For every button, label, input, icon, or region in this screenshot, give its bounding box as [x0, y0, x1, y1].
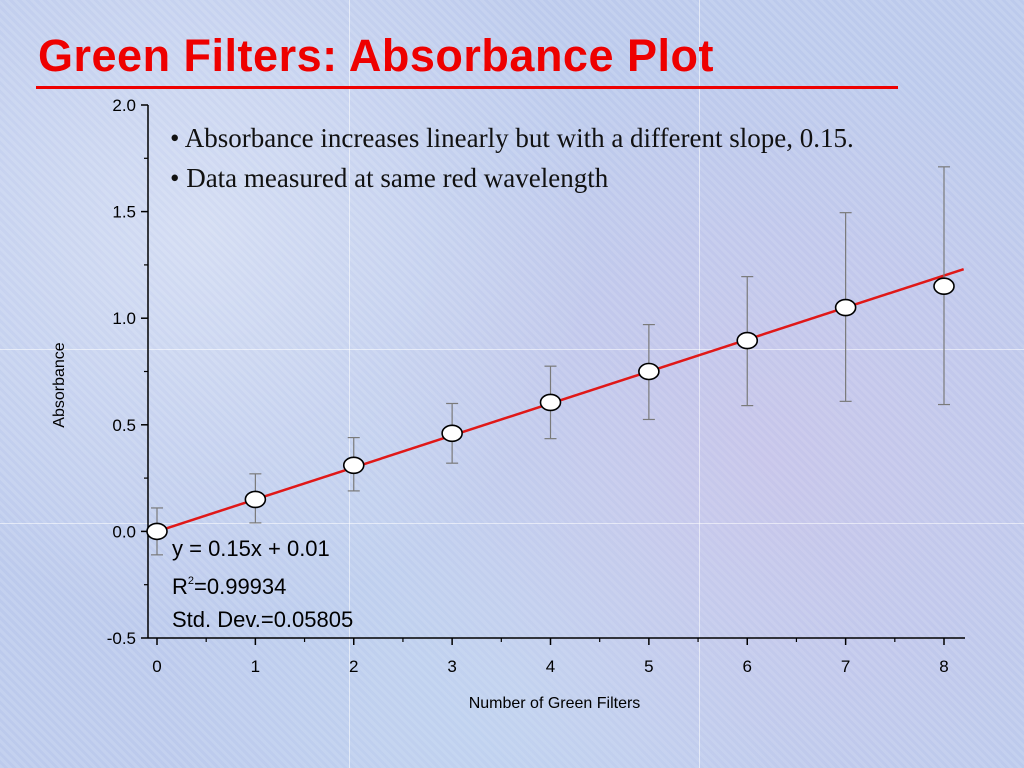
background-grid-line: [349, 0, 350, 768]
x-axis-title: Number of Green Filters: [469, 695, 641, 712]
data-point: [539, 393, 562, 412]
x-tick-label: 4: [546, 657, 555, 676]
data-point: [441, 424, 463, 443]
y-tick-label: 1.5: [112, 203, 136, 222]
background-grid-line: [0, 523, 1024, 524]
fit-statistics-box: y = 0.15x + 0.01 R2=0.99934 Std. Dev.=0.…: [172, 532, 353, 636]
y-tick-label: 0.0: [112, 522, 136, 541]
background-grid-line: [699, 0, 700, 768]
bullet-text: Data measured at same red wavelength: [186, 163, 609, 193]
r-squared-value: =0.99934: [194, 574, 287, 599]
x-tick-label: 2: [349, 657, 358, 676]
data-point: [638, 362, 660, 381]
r-squared-label: R: [172, 574, 188, 599]
bullet-list: • Absorbance increases linearly but with…: [170, 118, 870, 198]
bullet-symbol: •: [170, 163, 180, 193]
x-tick-label: 7: [841, 657, 850, 676]
x-tick-label: 0: [152, 657, 161, 676]
data-point: [146, 522, 168, 541]
y-tick-label: 0.5: [112, 416, 136, 435]
x-tick-label: 8: [939, 657, 948, 676]
y-axis-title: Absorbance: [51, 342, 68, 427]
fit-equation: y = 0.15x + 0.01: [172, 536, 330, 561]
x-tick-label: 6: [743, 657, 752, 676]
bullet-item: • Data measured at same red wavelength: [170, 158, 870, 198]
r-squared-exponent: 2: [187, 575, 195, 587]
bullet-text: Absorbance increases linearly but with a…: [184, 123, 854, 153]
fit-std-dev: Std. Dev.=0.05805: [172, 607, 354, 632]
fit-r-squared: R2=0.99934: [172, 565, 353, 603]
slide-title: Green Filters: Absorbance Plot: [38, 30, 714, 81]
background-grid-line: [0, 349, 1024, 350]
bullet-symbol: •: [170, 123, 180, 153]
x-tick-label: 5: [644, 657, 653, 676]
title-underline: [36, 86, 898, 89]
bullet-item: • Absorbance increases linearly but with…: [170, 118, 870, 158]
data-point: [834, 298, 857, 317]
data-point: [244, 490, 267, 509]
data-point: [933, 277, 955, 296]
x-tick-label: 3: [447, 657, 456, 676]
data-point: [342, 456, 365, 475]
x-tick-label: 1: [251, 657, 260, 676]
y-tick-label: -0.5: [107, 629, 136, 648]
data-point: [736, 331, 759, 350]
y-tick-label: 1.0: [112, 309, 136, 328]
y-tick-label: 2.0: [112, 96, 136, 115]
